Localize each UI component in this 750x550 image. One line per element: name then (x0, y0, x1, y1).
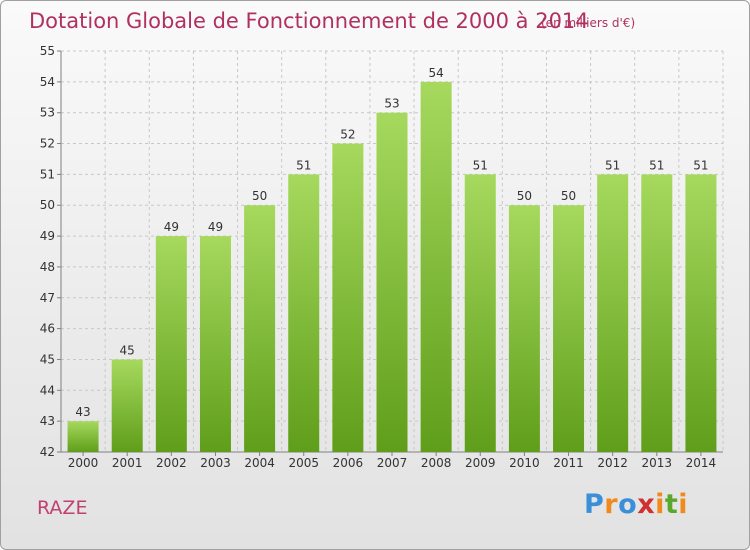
x-tick-label: 2001 (112, 456, 143, 470)
y-tick-label: 48 (40, 260, 55, 274)
x-tick-label: 2011 (553, 456, 584, 470)
bar-value-label: 51 (649, 158, 664, 172)
chart-unit-note: (en milliers d'€) (541, 16, 636, 30)
bar-value-label: 49 (164, 220, 179, 234)
y-tick-label: 53 (40, 106, 55, 120)
x-tick-label: 2008 (421, 456, 452, 470)
y-tick-label: 54 (40, 75, 55, 89)
bar-value-label: 51 (693, 158, 708, 172)
bar-value-label: 51 (473, 158, 488, 172)
x-tick-label: 2007 (377, 456, 408, 470)
bar (553, 205, 585, 452)
bar (597, 174, 629, 452)
logo-letter: P (584, 489, 605, 520)
x-tick-label: 2014 (686, 456, 717, 470)
x-tick-label: 2010 (509, 456, 540, 470)
logo-letter: r (604, 489, 619, 520)
x-tick-label: 2000 (68, 456, 99, 470)
bar-value-label: 50 (517, 189, 532, 203)
y-tick-label: 47 (40, 291, 55, 305)
bar (67, 421, 99, 452)
y-tick-label: 45 (40, 352, 55, 366)
y-tick-label: 44 (40, 383, 55, 397)
x-tick-label: 2003 (200, 456, 231, 470)
bar-value-label: 43 (75, 405, 90, 419)
bars (67, 81, 717, 453)
logo-letter: x (637, 489, 656, 520)
y-tick-label: 42 (40, 445, 55, 459)
y-tick-label: 55 (40, 44, 55, 58)
bar-value-label: 45 (120, 343, 135, 357)
labels: 43 2000 45 2001 49 2002 49 2003 50 2004 51 2005 52 20… (68, 66, 716, 470)
x-tick-label: 2012 (597, 456, 628, 470)
logo-letter: o (618, 489, 638, 520)
bar-value-label: 51 (296, 158, 311, 172)
commune-name: RAZE (37, 497, 88, 519)
y-tick-label: 49 (40, 229, 55, 243)
x-tick-label: 2009 (465, 456, 496, 470)
bar-value-label: 54 (428, 66, 443, 80)
y-tick-label: 46 (40, 322, 55, 336)
bar (155, 236, 187, 452)
bar (641, 174, 673, 452)
bar-value-label: 49 (208, 220, 223, 234)
bar (111, 359, 143, 452)
bar (464, 174, 496, 452)
x-tick-label: 2013 (642, 456, 673, 470)
logo-letter: t (664, 489, 679, 520)
bar (288, 174, 320, 452)
proxiti-logo: Proxiti (584, 489, 688, 520)
bar (420, 81, 452, 452)
bar (376, 112, 408, 452)
chart-title: Dotation Globale de Fonctionnement de 20… (29, 9, 589, 33)
bar-value-label: 53 (384, 97, 399, 111)
bar (508, 205, 540, 452)
bar-value-label: 52 (340, 128, 355, 142)
y-tick-label: 52 (40, 137, 55, 151)
bar (244, 205, 276, 452)
x-tick-label: 2006 (333, 456, 364, 470)
x-tick-label: 2002 (156, 456, 187, 470)
x-tick-label: 2004 (244, 456, 275, 470)
bar-value-label: 50 (252, 189, 267, 203)
logo-letter: i (655, 489, 665, 520)
bar (332, 143, 364, 453)
logo-letter: i (678, 489, 689, 520)
bar (685, 174, 717, 452)
bar-value-label: 51 (605, 158, 620, 172)
y-tick-label: 43 (40, 414, 55, 428)
bar (199, 236, 231, 452)
y-tick-label: 50 (40, 198, 55, 212)
bar-value-label: 50 (561, 189, 576, 203)
y-tick-label: 51 (40, 167, 55, 181)
x-tick-label: 2005 (288, 456, 319, 470)
